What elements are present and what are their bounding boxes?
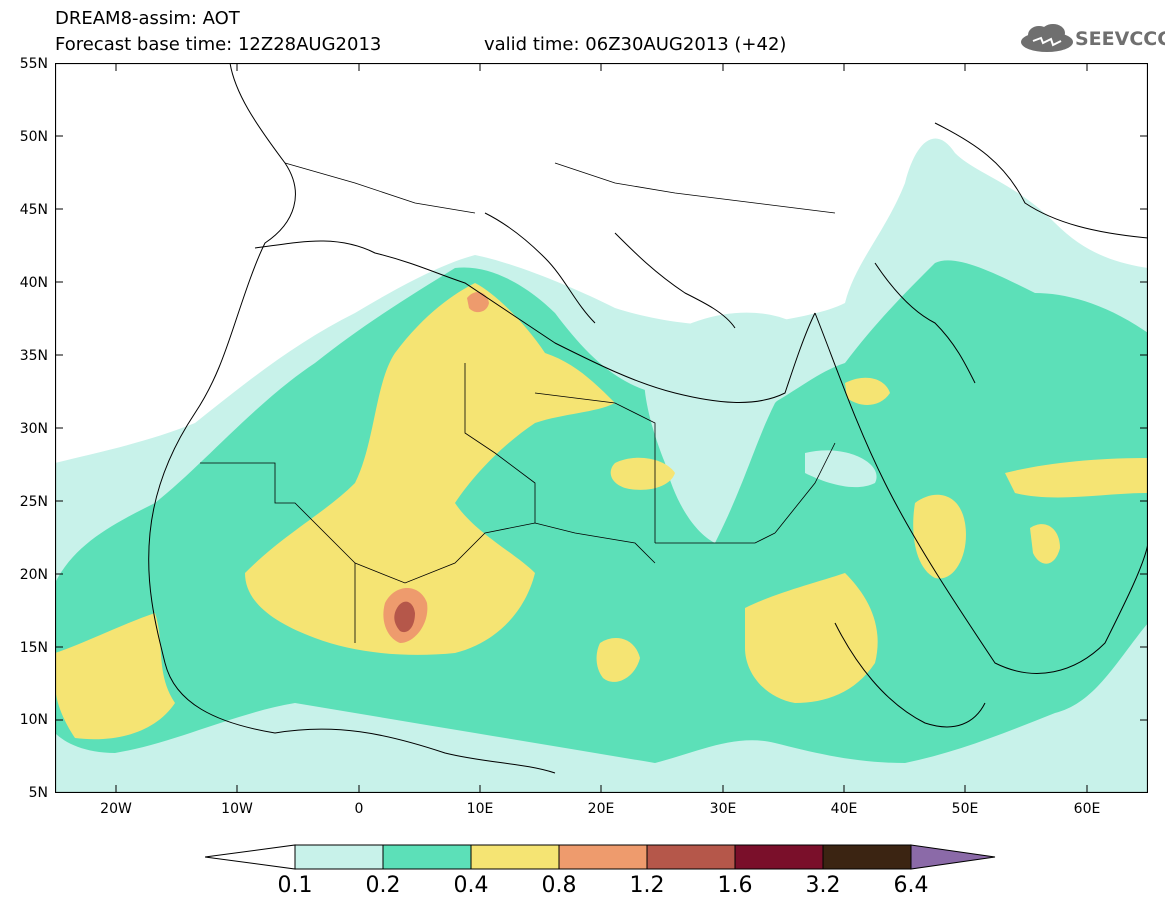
valid-time: valid time: 06Z30AUG2013 (+42) bbox=[484, 34, 787, 55]
lon-label: 10W bbox=[221, 801, 253, 817]
map-title: DREAM8-assim: AOT bbox=[55, 8, 240, 29]
aot-contour-0.4-west-coast bbox=[55, 613, 175, 740]
colorbar-segment bbox=[646, 844, 736, 870]
lon-label: 0 bbox=[354, 801, 364, 817]
colorbar-label: 0.4 bbox=[453, 873, 489, 898]
lon-label: 60E bbox=[1073, 801, 1101, 817]
lon-label: 10E bbox=[466, 801, 494, 817]
lon-label: 30E bbox=[709, 801, 737, 817]
aot-contour-0.1-east-med bbox=[644, 312, 804, 543]
colorbar-segment bbox=[470, 844, 560, 870]
aot-contour-0.4-libya bbox=[610, 457, 675, 490]
aot-map bbox=[55, 63, 1148, 793]
lat-label: 40N bbox=[19, 275, 48, 291]
colorbar-segment bbox=[294, 844, 384, 870]
aot-contour-0.4-oman bbox=[1030, 524, 1060, 564]
colorbar-label: 6.4 bbox=[893, 873, 929, 898]
aot-contour-0.1-arabia bbox=[805, 450, 877, 488]
aot-contour-0.4-sudan bbox=[745, 573, 878, 703]
colorbar-segment bbox=[382, 844, 472, 870]
aot-contour-0.4-iraq bbox=[845, 377, 890, 405]
lat-label: 25N bbox=[19, 494, 48, 510]
colorbar-label: 0.8 bbox=[541, 873, 577, 898]
lat-label: 20N bbox=[19, 567, 48, 583]
lat-label: 15N bbox=[19, 640, 48, 656]
country-borders bbox=[200, 162, 836, 643]
colorbar-label: 3.2 bbox=[805, 873, 841, 898]
lat-label: 55N bbox=[19, 56, 48, 72]
lat-label: 30N bbox=[19, 421, 48, 437]
aot-contour-0.4-gulf bbox=[1005, 458, 1148, 498]
aot-contour-1.2-niger bbox=[394, 601, 415, 633]
lat-label: 10N bbox=[19, 712, 48, 728]
lon-label: 40E bbox=[830, 801, 858, 817]
lat-label: 35N bbox=[19, 348, 48, 364]
map-border bbox=[55, 63, 1148, 793]
lon-label: 20E bbox=[587, 801, 615, 817]
colorbar-segment bbox=[822, 844, 912, 870]
colorbar-label: 1.2 bbox=[629, 873, 665, 898]
colorbar-label: 0.2 bbox=[365, 873, 401, 898]
coastlines bbox=[55, 63, 1148, 793]
colorbar-segment bbox=[734, 844, 824, 870]
aot-contour-0.4-chad bbox=[596, 638, 640, 682]
frame-ticks bbox=[55, 63, 1148, 793]
colorbar-low-arrow bbox=[205, 844, 296, 870]
colorbar-high-arrow bbox=[910, 844, 996, 870]
lon-label: 20W bbox=[100, 801, 132, 817]
colorbar-segment bbox=[558, 844, 648, 870]
aot-colorbar bbox=[205, 844, 996, 870]
lon-label: 50E bbox=[951, 801, 979, 817]
lat-label: 50N bbox=[19, 129, 48, 145]
forecast-base-time: Forecast base time: 12Z28AUG2013 bbox=[55, 34, 382, 55]
colorbar-label: 0.1 bbox=[277, 873, 313, 898]
lat-label: 5N bbox=[28, 785, 48, 801]
colorbar-label: 1.6 bbox=[717, 873, 753, 898]
aot-contour-0.8-tunisia bbox=[467, 291, 489, 313]
logo-text: SEEVCCC bbox=[1075, 28, 1165, 50]
lat-label: 45N bbox=[19, 202, 48, 218]
aot-contour-0.4-sahara bbox=[245, 283, 615, 655]
cloud-icon bbox=[1021, 24, 1073, 52]
seevccc-logo bbox=[1021, 24, 1073, 52]
